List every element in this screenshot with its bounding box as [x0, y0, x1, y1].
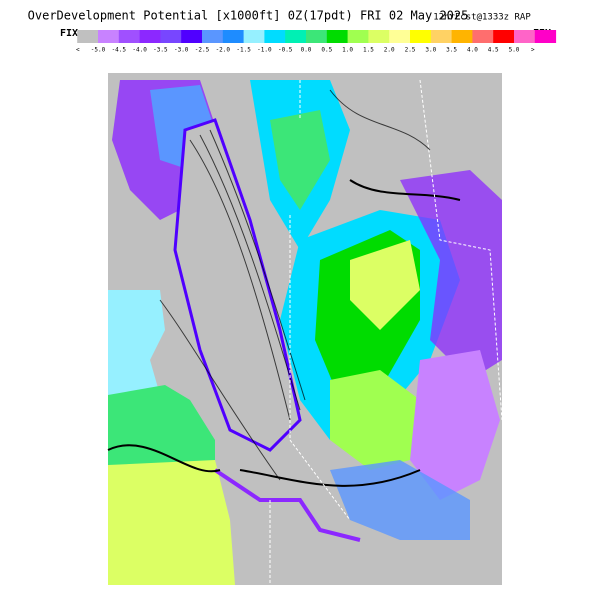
colorbar-swatch — [222, 30, 245, 43]
region — [270, 110, 330, 210]
colorbar-label: 4.0 — [467, 47, 478, 54]
colorbar-label: 1.0 — [342, 47, 353, 54]
colorbar-swatch — [243, 30, 265, 43]
contour — [159, 89, 431, 481]
region — [400, 170, 502, 380]
colorbar-label: -0.5 — [278, 47, 293, 54]
colorbar-label: -3.5 — [153, 47, 168, 54]
subtitle: 12hrFcst@1333z RAP — [433, 13, 531, 23]
region — [108, 385, 215, 470]
colorbar-swatch — [118, 30, 141, 43]
region — [410, 350, 500, 500]
colorbar-label: 5.0 — [509, 47, 520, 54]
colorbar-label: 0.0 — [301, 47, 312, 54]
colorbar-swatch — [451, 30, 473, 43]
colorbar-label: 4.5 — [488, 47, 499, 54]
colorbar-label: 3.5 — [446, 47, 457, 54]
colorbar-swatch — [160, 30, 182, 43]
region — [108, 460, 235, 585]
colorbar-swatch — [202, 30, 224, 43]
low-marker: < — [76, 47, 80, 54]
colorbar-label: 1.5 — [363, 47, 374, 54]
colorbar-label: -3.0 — [174, 47, 189, 54]
colorbar-swatch — [77, 30, 99, 43]
boundary-band — [213, 468, 361, 542]
high-marker: > — [531, 47, 535, 54]
colorbar-label: -4.0 — [132, 47, 147, 54]
colorbar-label: 2.5 — [405, 47, 416, 54]
fix-label-left: FIX — [60, 28, 78, 39]
colorbar-swatch — [98, 30, 120, 43]
colorbar-label: -1.5 — [236, 47, 251, 54]
colorbar-label: 3.0 — [425, 47, 436, 54]
colorbar-label: -2.0 — [216, 47, 231, 54]
colorbar-label: -5.0 — [91, 47, 106, 54]
colorbar-swatch — [306, 30, 328, 43]
colorbar-swatch — [389, 30, 411, 43]
title: OverDevelopment Potential [x1000ft] 0Z(1… — [28, 9, 469, 23]
colorbar-swatch — [347, 30, 369, 43]
colorbar-label: -4.5 — [112, 47, 127, 54]
colorbar-swatch — [181, 30, 203, 43]
colorbar-swatch — [410, 30, 432, 43]
colorbar-swatch — [514, 30, 536, 43]
region — [330, 460, 470, 540]
colorbar-label: 0.5 — [321, 47, 332, 54]
colorbar-swatch — [472, 30, 494, 43]
colorbar-label: 2.0 — [384, 47, 395, 54]
colorbar-swatch — [264, 30, 286, 43]
colorbar-label: -2.5 — [195, 47, 210, 54]
colorbar-swatch — [368, 30, 390, 43]
colorbar-swatch — [534, 30, 557, 43]
valley — [173, 118, 302, 452]
colorbar-swatch — [430, 30, 453, 43]
region — [108, 290, 165, 400]
state-boundary — [269, 79, 503, 585]
map-field — [107, 73, 503, 585]
region — [330, 370, 420, 470]
colorbar: -5.0 -4.5 -4.0 -3.5 -3.0 -2.5 -2.0 -1.5 -1.0 -0.5… — [77, 30, 557, 54]
colorbar-swatch — [493, 30, 515, 43]
contour — [107, 179, 461, 487]
colorbar-swatch — [285, 30, 307, 43]
colorbar-swatch — [326, 30, 349, 43]
region — [350, 240, 420, 330]
colorbar-label: -1.0 — [257, 47, 272, 54]
colorbar-swatch — [139, 30, 161, 43]
